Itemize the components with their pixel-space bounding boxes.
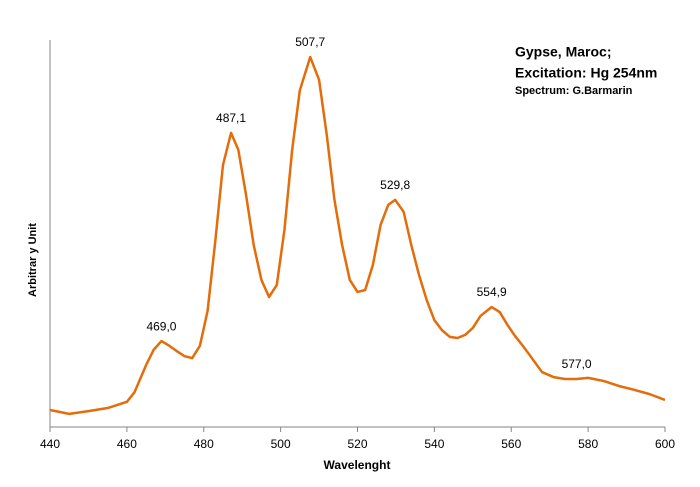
x-tick-label: 440 bbox=[40, 437, 60, 451]
peak-label: 577,0 bbox=[562, 357, 592, 371]
chart-title: Gypse, Maroc; bbox=[515, 44, 611, 60]
chart-subtitle: Spectrum: G.Barmarin bbox=[515, 85, 633, 97]
peak-label: 554,9 bbox=[477, 285, 507, 299]
peak-label: 469,0 bbox=[146, 319, 176, 333]
x-tick-label: 460 bbox=[117, 437, 137, 451]
peak-label: 529,8 bbox=[380, 178, 410, 192]
x-tick-label: 600 bbox=[655, 437, 675, 451]
peak-label: 487,1 bbox=[216, 111, 246, 125]
spectrum-line bbox=[49, 55, 666, 416]
x-axis-title: Wavelenght bbox=[324, 458, 391, 472]
x-tick-label: 540 bbox=[424, 437, 444, 451]
x-tick-label: 580 bbox=[578, 437, 598, 451]
x-tick-label: 560 bbox=[501, 437, 521, 451]
y-axis-title: Arbitrar y Unit bbox=[27, 223, 39, 297]
chart-title: Excitation: Hg 254nm bbox=[515, 65, 657, 81]
x-tick-label: 520 bbox=[347, 437, 367, 451]
peak-label: 507,7 bbox=[295, 35, 325, 49]
x-tick-label: 500 bbox=[271, 437, 291, 451]
x-tick-label: 480 bbox=[194, 437, 214, 451]
